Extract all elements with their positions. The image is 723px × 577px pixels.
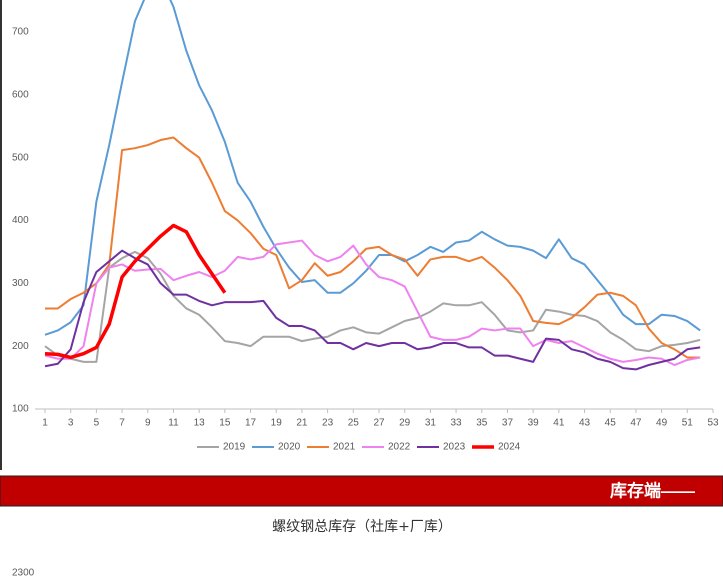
series-line (44, 249, 701, 371)
x-tick-label: 1 (42, 418, 48, 429)
x-tick-label: 53 (707, 418, 719, 429)
x-tick-label: 41 (553, 418, 565, 429)
y-tick-label: 600 (12, 89, 29, 100)
x-tick-label: 3 (68, 418, 74, 429)
x-tick-label: 27 (373, 418, 385, 429)
x-tick-label: 39 (528, 418, 540, 429)
x-tick-label: 31 (425, 418, 437, 429)
chart-title: 螺纹钢总库存（社库+厂库） (272, 519, 452, 535)
x-tick-label: 23 (322, 418, 334, 429)
x-tick-label: 15 (219, 418, 231, 429)
series-line (45, 136, 701, 359)
x-tick-label: 49 (656, 418, 668, 429)
x-tick-label: 51 (682, 418, 694, 429)
legend-label: 2020 (278, 442, 301, 453)
y-tick-label: 700 (12, 27, 29, 38)
banner-bar (0, 475, 723, 507)
x-tick-label: 5 (94, 418, 100, 429)
series-line (44, 250, 701, 363)
x-tick-label: 7 (119, 418, 125, 429)
x-tick-label: 17 (245, 418, 257, 429)
y-tick-label: 300 (12, 278, 29, 289)
x-tick-label: 19 (271, 418, 283, 429)
x-tick-label: 13 (194, 418, 206, 429)
x-tick-label: 11 (168, 418, 179, 429)
series-line (44, 239, 701, 367)
banner-text: 库存端—— (610, 480, 695, 500)
y-tick-label: 500 (12, 152, 29, 163)
legend-label: 2021 (333, 442, 356, 453)
x-tick-label: 9 (145, 418, 151, 429)
y-tick-label: 200 (12, 341, 29, 352)
legend-label: 2023 (443, 442, 466, 453)
y-tick-label: 2300 (12, 568, 35, 577)
x-tick-label: 43 (579, 418, 591, 429)
x-tick-label: 45 (605, 418, 617, 429)
x-tick-label: 47 (630, 418, 642, 429)
x-tick-label: 25 (348, 418, 360, 429)
series-line (44, 0, 701, 336)
legend-label: 2019 (223, 442, 246, 453)
x-tick-label: 37 (502, 418, 514, 429)
x-tick-label: 33 (451, 418, 463, 429)
plot (44, 0, 701, 371)
x-tick-label: 29 (399, 418, 411, 429)
y-tick-label: 100 (12, 404, 29, 415)
x-tick-label: 35 (476, 418, 488, 429)
x-tick-label: 21 (296, 418, 308, 429)
series-line (44, 223, 227, 360)
y-tick-label: 400 (12, 215, 29, 226)
legend-label: 2022 (388, 442, 411, 453)
legend-label: 2024 (498, 442, 521, 453)
